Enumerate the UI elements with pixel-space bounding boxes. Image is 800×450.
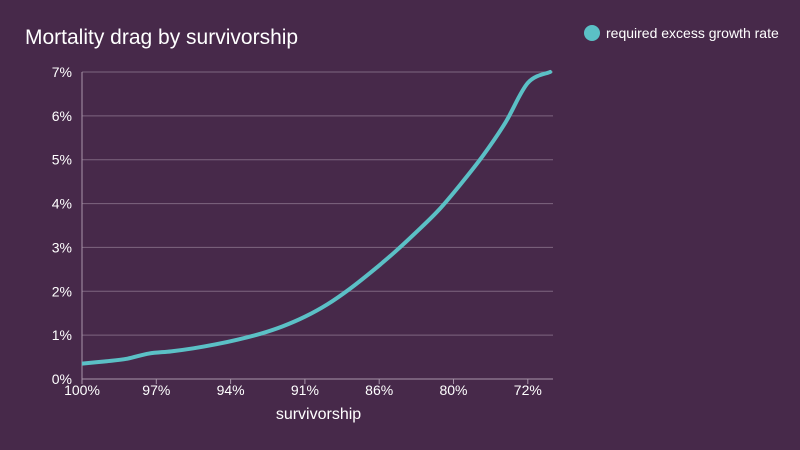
x-tick-label: 80% — [439, 382, 467, 398]
x-tick-label: 72% — [514, 382, 542, 398]
label-layer: 0% 1% 2% 3% 4% 5% 6% 7% 100% 97% 94% 91% 86% 80% 72% su… — [52, 64, 542, 423]
legend: required excess growth rate — [584, 25, 779, 41]
grid-layer — [82, 71, 553, 336]
x-tick-label: 91% — [291, 382, 319, 398]
y-tick-label: 1% — [52, 327, 72, 343]
chart-title: Mortality drag by survivorship — [25, 26, 299, 49]
series-layer — [82, 70, 553, 366]
y-tick-label: 4% — [52, 196, 72, 212]
x-tick-label: 100% — [64, 382, 100, 398]
y-tick-label: 7% — [52, 64, 72, 80]
x-tick-label: 86% — [365, 382, 393, 398]
x-tick-label: 97% — [142, 382, 170, 398]
y-tick-label: 0% — [52, 371, 72, 387]
y-tick-label: 6% — [52, 108, 72, 124]
series-line — [82, 70, 553, 366]
y-tick-label: 3% — [52, 239, 72, 255]
legend-swatch-icon — [584, 25, 600, 41]
legend-label: required excess growth rate — [606, 25, 779, 41]
y-tick-label: 2% — [52, 283, 72, 299]
x-axis-title: survivorship — [276, 406, 361, 423]
x-tick-label: 94% — [217, 382, 245, 398]
axis-layer — [81, 72, 553, 384]
y-tick-label: 5% — [52, 152, 72, 168]
